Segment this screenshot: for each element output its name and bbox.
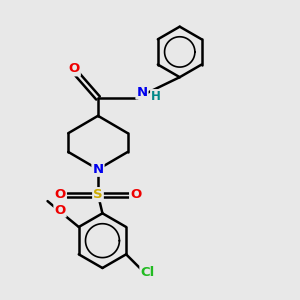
Text: Cl: Cl [140, 266, 155, 279]
Text: O: O [130, 188, 141, 201]
Text: N: N [92, 163, 104, 176]
Text: O: O [54, 203, 66, 217]
Text: S: S [93, 188, 103, 201]
Text: O: O [69, 62, 80, 75]
Text: N: N [136, 85, 148, 98]
Text: O: O [55, 188, 66, 201]
Text: H: H [151, 90, 161, 103]
